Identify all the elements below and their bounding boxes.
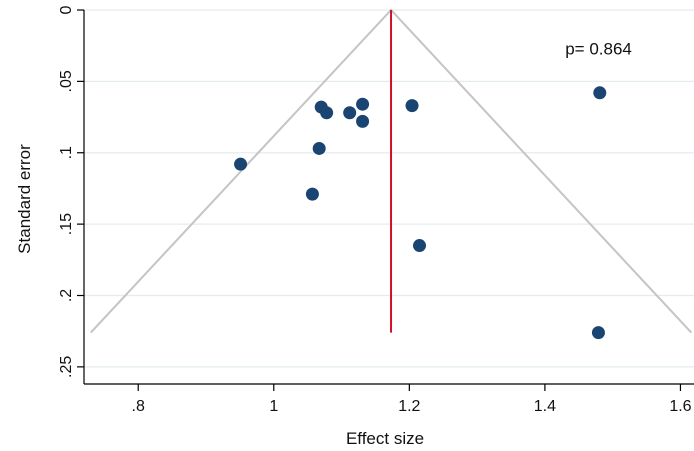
data-point: [405, 99, 419, 113]
x-tick-label: 1.6: [669, 398, 691, 415]
grid-layer: [84, 9, 694, 368]
y-tick-label: 0: [58, 5, 75, 14]
x-tick-label: 1.4: [534, 398, 556, 415]
data-point: [234, 157, 248, 171]
data-point: [356, 97, 370, 111]
data-point: [320, 106, 334, 120]
funnel-layer: [90, 8, 693, 334]
y-tick-label: .15: [58, 213, 75, 235]
data-point: [593, 86, 607, 100]
y-tick-label: .2: [58, 289, 75, 302]
data-point: [305, 187, 319, 201]
axes-layer: .8 1 1.2 1.4 1.6 0 .05 .1 .15 .2 .25: [58, 5, 694, 415]
y-tick-label: .1: [58, 146, 75, 159]
x-tick-label: 1.2: [398, 398, 420, 415]
x-axis-title: Effect size: [346, 429, 424, 448]
x-tick-label: .8: [132, 398, 145, 415]
y-axis-title: Standard error: [15, 144, 34, 254]
data-point: [312, 141, 326, 155]
y-tick-label: .25: [58, 356, 75, 378]
y-tick-label: .05: [58, 70, 75, 92]
data-point: [413, 239, 426, 253]
data-point: [591, 326, 605, 340]
points-layer: [234, 86, 607, 340]
x-tick-label: 1: [269, 398, 278, 415]
data-point: [343, 106, 357, 120]
data-point: [356, 114, 370, 128]
p-value-annotation: p= 0.864: [565, 40, 632, 59]
